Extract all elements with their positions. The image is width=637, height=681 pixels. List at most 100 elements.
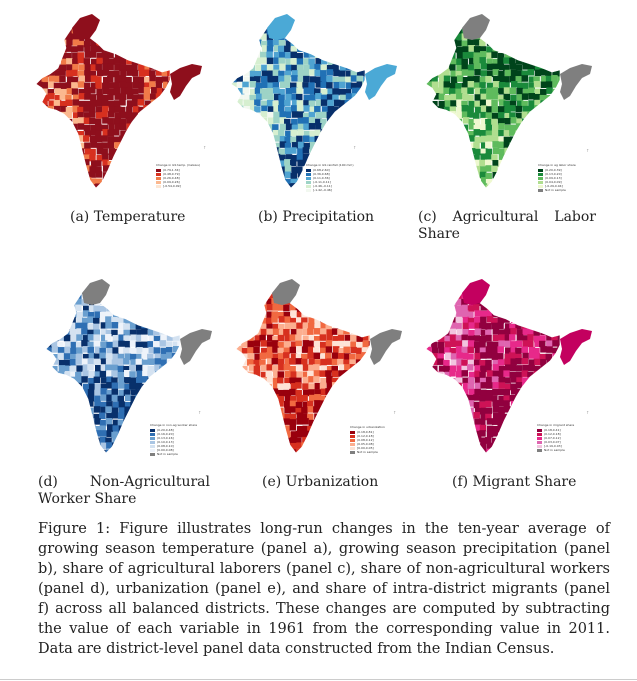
district-cell [243,14,251,16]
district-cell [357,100,364,108]
district-cell [515,14,522,16]
district-cell [119,81,127,88]
district-cell [332,281,339,289]
district-cell [84,75,92,82]
district-cell [516,100,524,108]
district-cell [527,340,534,348]
district-cell [533,57,540,64]
district-cell [236,382,238,389]
district-cell [344,129,351,136]
district-cell [450,425,457,432]
district-cell [426,335,428,342]
district-cell [254,335,261,342]
district-cell [516,94,524,101]
district-cell [486,46,493,53]
district-cell [89,70,97,78]
district-cell [431,111,438,118]
district-cell [565,106,572,113]
district-cell [492,124,499,132]
district-cell [564,118,571,125]
district-cell [273,64,280,71]
district-cell [236,401,244,409]
district-cell [36,22,37,30]
district-cell [431,51,438,59]
district-cell [135,334,143,342]
district-cell [552,371,559,379]
district-cell [338,347,346,355]
district-cell [522,364,530,372]
district-cell [438,14,445,17]
district-cell [369,184,376,191]
district-cell [272,323,280,331]
district-cell [462,329,470,336]
district-cell [337,413,344,421]
district-cell [479,359,486,367]
district-cell [167,191,174,195]
district-cell [108,58,116,65]
district-cell [426,377,433,384]
district-cell [327,129,335,137]
district-cell [444,316,452,324]
district-cell [479,99,487,107]
district-cell [289,322,297,329]
district-cell [528,27,536,35]
district-cell [426,15,434,22]
district-cell [343,316,350,323]
district-cell [432,329,439,336]
district-cell [237,118,245,126]
district-cell [114,93,121,100]
district-cell [467,456,474,460]
district-cell [492,75,500,83]
district-cell [101,142,108,149]
district-cell [124,406,131,413]
district-cell [36,183,37,188]
district-cell [351,16,358,23]
district-cell [432,33,439,40]
district-cell [461,346,468,354]
district-cell [504,328,511,335]
district-cell [332,117,339,125]
district-cell [474,454,481,460]
district-cell [88,425,96,432]
district-cell [102,87,110,95]
district-cell [41,82,49,89]
district-cell [236,346,237,354]
district-cell [486,304,494,311]
district-cell [545,135,552,143]
district-cell [111,388,119,396]
district-cell [135,316,143,323]
district-cell [314,299,321,307]
district-cell [521,304,528,312]
district-cell [261,45,269,52]
district-cell [111,281,119,289]
district-cell [162,21,169,29]
district-cell [130,395,138,403]
district-cell [259,359,266,366]
district-cell [325,340,333,347]
district-cell [295,317,303,324]
district-cell [57,406,64,413]
district-cell [332,52,340,59]
district-cell [123,323,130,330]
district-cell [521,51,528,59]
district-cell [363,112,365,119]
district-cell [545,81,553,88]
district-cell [129,340,137,347]
district-cell [141,293,149,300]
legend-row: Not in sample [538,188,576,192]
district-cell [552,340,559,347]
district-cell [231,39,233,47]
district-cell [345,70,352,78]
district-cell [443,21,451,28]
district-cell [545,21,553,28]
district-cell [480,166,487,173]
district-cell [105,329,113,337]
district-cell [491,40,499,48]
district-cell [308,14,316,17]
district-cell [231,33,238,40]
district-cell [285,40,293,48]
district-cell [444,293,452,300]
district-cell [558,99,560,107]
district-cell [491,51,498,58]
district-cell [243,34,251,42]
